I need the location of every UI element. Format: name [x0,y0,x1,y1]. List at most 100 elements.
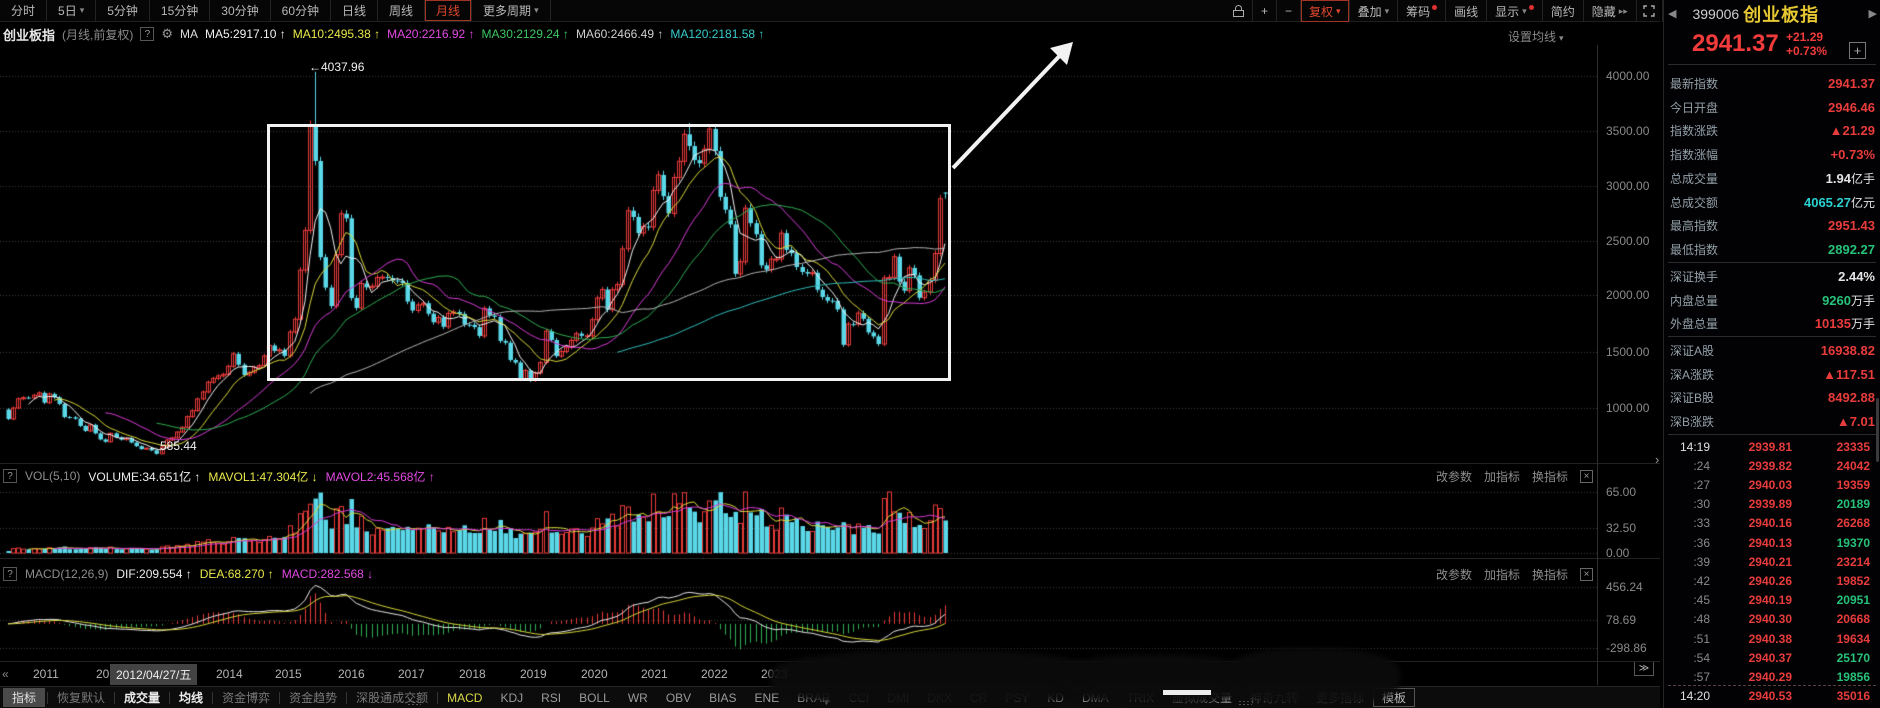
tab-WR[interactable]: WR [627,690,648,705]
period-button-60分钟[interactable]: 60分钟 [271,0,331,21]
expand-axis-button[interactable]: ≫ [1634,661,1654,676]
tick-row[interactable]: 14:20 2940.53 35016 [1668,687,1876,706]
tick-row[interactable]: 14:19 2939.81 23335 [1668,437,1876,456]
tab-成交量[interactable]: 成交量 [124,691,161,705]
tick-row[interactable]: :42 2940.26 19852 [1668,571,1876,590]
tick-row[interactable]: :36 2940.13 19370 [1668,533,1876,552]
info-value: 2951.43 [1828,218,1875,234]
tick-row[interactable]: :45 2940.19 20951 [1668,591,1876,610]
tool-button-+[interactable]: + [1253,0,1278,22]
edit-params-link[interactable]: 改参数 [1435,469,1472,484]
volume-title: VOL(5,10) [25,469,81,483]
tab-RSI[interactable]: RSI [541,690,562,705]
tool-button-−[interactable]: − [1277,0,1302,22]
tab-恢复默认[interactable]: 恢复默认 [57,691,106,705]
tool-button-隐藏[interactable]: 隐藏 ▸▸ [1584,0,1637,22]
tool-button-复权[interactable]: 复权 ▾ [1301,0,1350,22]
info-label: 最低指数 [1670,242,1719,257]
scroll-back-icon[interactable]: « [2,667,9,681]
tool-button-显示[interactable]: 显示 ▾ [1487,0,1543,22]
next-stock-button[interactable]: ▶ [1868,8,1877,20]
period-button-更多周期[interactable]: 更多周期 ▾ [472,0,551,21]
prev-stock-button[interactable]: ◀ [1668,8,1677,20]
info-row-最低指数: 最低指数 2892.27 [1670,238,1875,261]
tool-button-筹码[interactable]: 筹码 [1398,0,1447,22]
help-icon[interactable]: ? [3,567,17,581]
tab-KDJ[interactable]: KDJ [500,690,524,705]
tab-指标[interactable]: 指标 [3,688,46,707]
tick-row[interactable]: :39 2940.21 23214 [1668,552,1876,571]
info-label: 深证A股 [1670,344,1715,358]
double-chevron-icon: ▸▸ [1618,5,1628,16]
year-label-2011: 2011 [33,667,59,681]
tool-button-画线[interactable]: 画线 [1446,0,1488,22]
tab-均线[interactable]: 均线 [179,691,204,705]
period-button-15分钟[interactable]: 15分钟 [150,0,211,21]
period-button-label: 5分钟 [107,4,138,18]
period-button-5分钟[interactable]: 5分钟 [96,0,150,21]
period-button-日线[interactable]: 日线 [331,0,379,21]
tick-row[interactable]: :24 2939.82 24042 [1668,456,1876,475]
tool-button-简约[interactable]: 简约 [1543,0,1584,22]
info-row-外盘总量: 外盘总量 10135万手 [1670,312,1875,335]
notification-dot [1528,4,1534,10]
close-icon[interactable]: × [1580,567,1593,581]
tick-volume: 23335 [1836,439,1870,454]
tool-button-叠加[interactable]: 叠加 ▾ [1350,0,1399,22]
edit-params-link[interactable]: 改参数 [1435,567,1472,582]
switch-indicator-link[interactable]: 换指标 [1531,469,1568,484]
period-button-label: 15分钟 [160,4,199,18]
tick-row[interactable]: :30 2939.89 20189 [1668,495,1876,514]
tick-row[interactable]: :48 2940.30 20668 [1668,610,1876,629]
tab-BIAS[interactable]: BIAS [709,690,737,705]
info-row-深证A股: 深证A股 16938.82 [1670,339,1875,362]
tick-row[interactable]: :33 2940.16 26268 [1668,514,1876,533]
info-label: 深证B股 [1670,391,1715,406]
period-button-分时[interactable]: 分时 [0,0,48,21]
info-value: ▲7.01 [1836,413,1875,429]
fullscreen-button[interactable] [1637,0,1663,22]
switch-indicator-link[interactable]: 换指标 [1531,567,1568,582]
gear-icon[interactable]: ⚙ [161,26,173,41]
period-button-周线[interactable]: 周线 [378,0,426,21]
panel-collapse-handle[interactable]: › [1655,452,1660,467]
lock-button[interactable] [1225,0,1253,22]
setup-ma-button[interactable]: 设置均线 ▾ [1508,30,1564,44]
tick-row[interactable]: :51 2940.38 19634 [1668,629,1876,648]
low-annotation: ←585.44 [148,439,197,453]
help-icon[interactable]: ? [140,27,155,41]
main-chart-canvas[interactable] [0,45,1597,463]
tab-ENE[interactable]: ENE [754,690,780,705]
add-to-watchlist-button[interactable]: + [1849,42,1866,59]
tab-深股通成交额[interactable]: 深股通成交额 [356,691,429,705]
period-button-月线[interactable]: 月线 [425,0,473,21]
tab-separator [169,691,171,704]
add-indicator-link[interactable]: 加指标 [1483,469,1520,484]
resize-grip-icon[interactable] [407,700,421,706]
tab-资金博弈[interactable]: 资金博弈 [222,691,271,705]
ma-legend-item: MA10:2495.38 ↑ [292,27,381,41]
info-value: 10135万手 [1814,316,1875,331]
tab-资金趋势[interactable]: 资金趋势 [289,691,338,705]
tick-row[interactable]: :27 2940.03 19359 [1668,475,1876,494]
macd-tick: 78.69 [1606,613,1637,627]
volume-header: ? VOL(5,10) VOLUME:34.651亿 ↑ MAVOL1:47.304亿… [0,466,1597,486]
tick-row[interactable]: :57 2940.29 19856 [1668,667,1876,686]
year-label-20: 20 [96,667,110,681]
period-button-5日[interactable]: 5日 ▾ [47,0,97,21]
tick-row[interactable]: :54 2940.37 25170 [1668,648,1876,667]
close-icon[interactable]: × [1580,469,1593,483]
period-button-30分钟[interactable]: 30分钟 [210,0,271,21]
chevron-down-icon: ▾ [79,5,85,15]
volume-canvas[interactable] [0,487,1597,555]
tick-time: 14:19 [1679,439,1710,454]
add-indicator-link[interactable]: 加指标 [1483,567,1520,582]
resize-grip-icon[interactable] [1238,700,1252,706]
info-label: 总成交额 [1670,195,1719,210]
tab-OBV[interactable]: OBV [665,690,692,705]
help-icon[interactable]: ? [3,469,17,483]
tab-BOLL[interactable]: BOLL [579,690,610,705]
scrollbar-thumb[interactable] [1876,398,1879,462]
period-button-label: 日线 [342,4,367,18]
tab-MACD[interactable]: MACD [447,690,483,705]
